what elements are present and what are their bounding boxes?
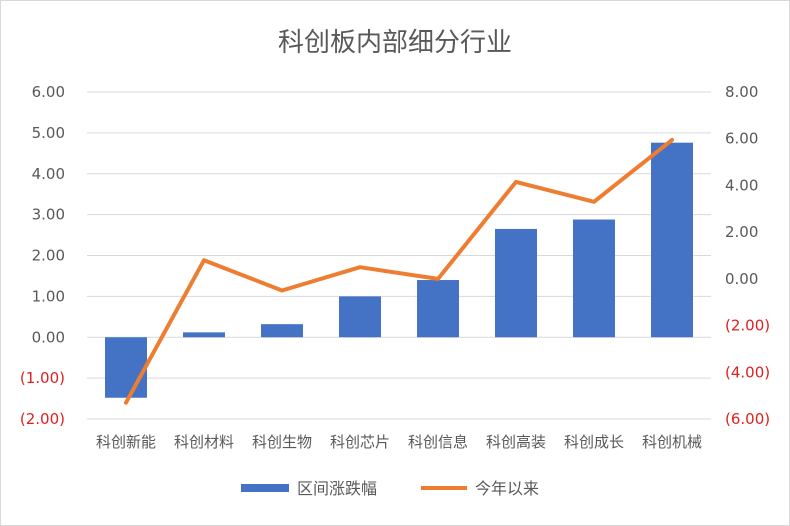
right-axis-tick-label: 4.00: [725, 176, 758, 194]
left-axis-tick-label: 5.00: [32, 124, 65, 142]
right-axis-tick-label: (2.00): [725, 317, 770, 335]
left-axis-tick-label: 4.00: [32, 165, 65, 183]
category-label: 科创新能: [96, 433, 156, 451]
left-axis-tick-label: 6.00: [32, 83, 65, 101]
right-axis-ticks: 8.00 6.00 4.00 2.00 0.00 (2.00) (4.00) (6.00): [725, 83, 770, 428]
legend-bar-swatch: [241, 484, 289, 492]
bar: [573, 219, 615, 338]
category-label: 科创高装: [486, 433, 546, 451]
category-label: 科创成长: [564, 433, 624, 451]
chart-title: 科创板内部细分行业: [278, 28, 512, 58]
right-axis-tick-label: (4.00): [725, 363, 770, 381]
right-axis-tick-label: 8.00: [725, 83, 758, 101]
series-line: [124, 137, 674, 405]
line-series: [124, 137, 674, 405]
bar-series: [105, 142, 693, 398]
left-axis-tick-label: (2.00): [20, 410, 65, 428]
category-label: 科创机械: [642, 433, 702, 451]
category-label: 科创信息: [408, 433, 468, 451]
legend-bar-label: 区间涨跌幅: [297, 479, 377, 498]
bar: [651, 142, 693, 338]
left-axis-tick-label: 1.00: [32, 287, 65, 305]
category-label: 科创生物: [252, 433, 312, 451]
bar: [495, 228, 537, 338]
legend-line-label: 今年以来: [475, 479, 539, 498]
category-label: 科创材料: [174, 433, 234, 451]
left-axis-tick-label: 3.00: [32, 206, 65, 224]
legend: 区间涨跌幅 今年以来: [241, 479, 539, 498]
left-axis-tick-label: 0.00: [32, 328, 65, 346]
bar: [183, 332, 225, 338]
left-axis-tick-label: (1.00): [20, 369, 65, 387]
gridlines: [87, 91, 711, 420]
right-axis-tick-label: 2.00: [725, 223, 758, 241]
category-axis: 科创新能 科创材料 科创生物 科创芯片 科创信息 科创高装 科创成长 科创机械: [96, 433, 702, 451]
bar: [417, 280, 459, 338]
right-axis-tick-label: 6.00: [725, 130, 758, 148]
right-axis-tick-label: 0.00: [725, 270, 758, 288]
bar: [339, 296, 381, 338]
right-axis-tick-label: (6.00): [725, 410, 770, 428]
left-axis-tick-label: 2.00: [32, 247, 65, 265]
category-label: 科创芯片: [330, 433, 390, 451]
left-axis-ticks: 6.00 5.00 4.00 3.00 2.00 1.00 0.00 (1.00) (2.00): [20, 83, 65, 428]
bar: [105, 337, 147, 398]
bar: [261, 324, 303, 338]
